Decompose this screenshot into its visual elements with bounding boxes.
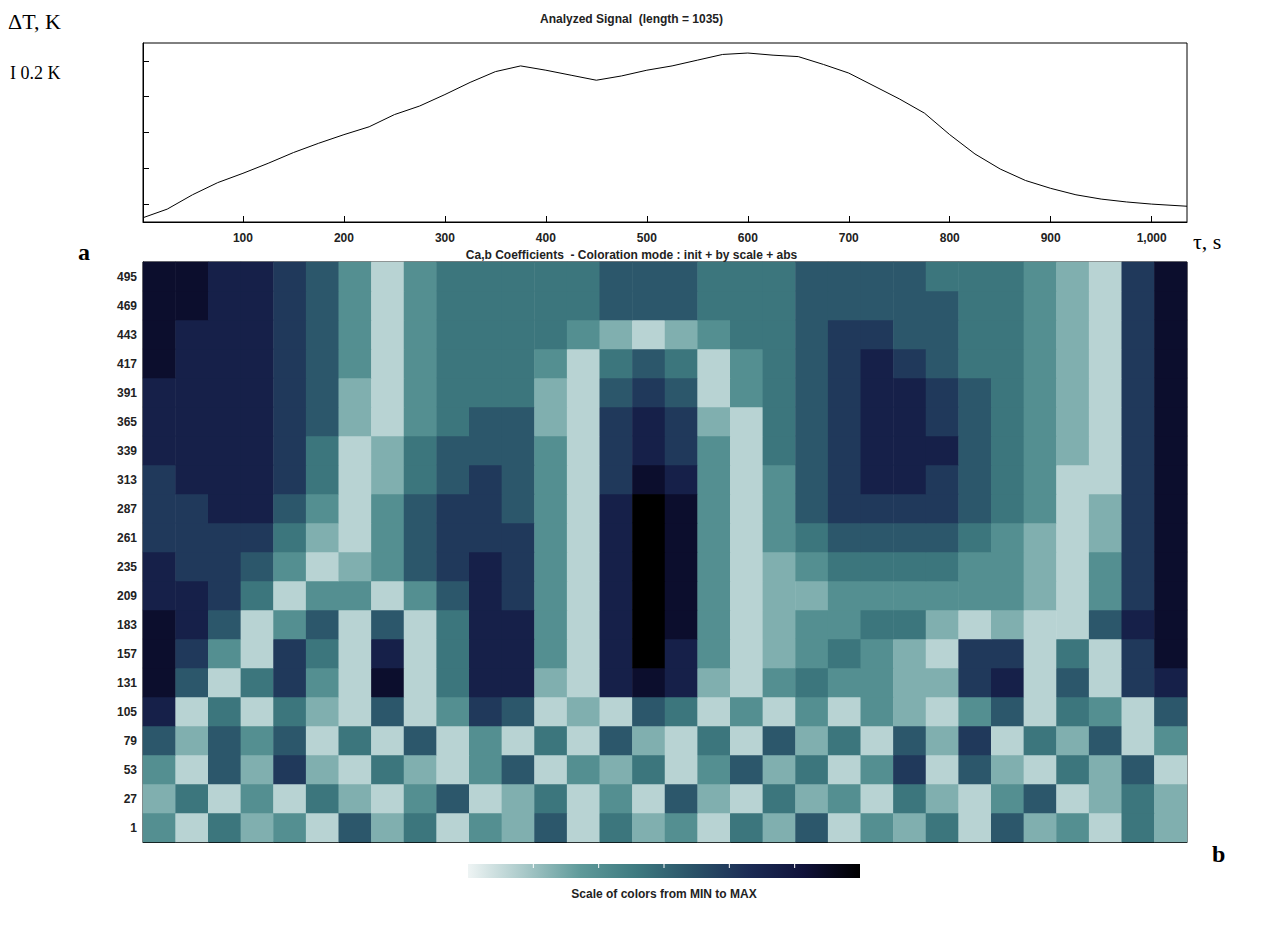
svg-text:183: 183 — [117, 618, 137, 632]
svg-text:313: 313 — [117, 473, 137, 487]
svg-text:365: 365 — [117, 415, 137, 429]
svg-text:Scale of colors from MIN to MA: Scale of colors from MIN to MAX — [571, 887, 756, 901]
svg-text:157: 157 — [117, 647, 137, 661]
svg-text:800: 800 — [940, 231, 960, 245]
svg-text:391: 391 — [117, 386, 137, 400]
svg-text:495: 495 — [117, 270, 137, 284]
svg-text:443: 443 — [117, 328, 137, 342]
svg-text:209: 209 — [117, 589, 137, 603]
svg-text:500: 500 — [637, 231, 657, 245]
svg-text:ΔT, K: ΔT, K — [8, 9, 61, 34]
svg-text:900: 900 — [1041, 231, 1061, 245]
svg-text:287: 287 — [117, 502, 137, 516]
svg-text:417: 417 — [117, 357, 137, 371]
svg-text:Analyzed Signal (length = 103: Analyzed Signal (length = 1035) — [540, 12, 723, 26]
svg-text:a: a — [78, 239, 90, 265]
svg-text:27: 27 — [124, 792, 138, 806]
svg-text:τ, s: τ, s — [1193, 229, 1221, 254]
svg-text:235: 235 — [117, 560, 137, 574]
svg-text:b: b — [1212, 841, 1225, 867]
svg-text:105: 105 — [117, 705, 137, 719]
svg-text:300: 300 — [435, 231, 455, 245]
svg-text:131: 131 — [117, 676, 137, 690]
svg-text:1: 1 — [130, 821, 137, 835]
svg-text:700: 700 — [839, 231, 859, 245]
svg-text:I 0.2 K: I 0.2 K — [10, 63, 61, 83]
svg-text:469: 469 — [117, 299, 137, 313]
svg-text:1,000: 1,000 — [1137, 231, 1167, 245]
svg-text:339: 339 — [117, 444, 137, 458]
svg-text:53: 53 — [124, 763, 138, 777]
svg-text:261: 261 — [117, 531, 137, 545]
svg-text:Ca,b Coefficients - Coloratio: Ca,b Coefficients - Coloration mode : in… — [466, 248, 798, 262]
svg-text:200: 200 — [334, 231, 354, 245]
svg-text:100: 100 — [233, 231, 253, 245]
svg-text:400: 400 — [536, 231, 556, 245]
svg-text:79: 79 — [124, 734, 138, 748]
svg-text:600: 600 — [738, 231, 758, 245]
